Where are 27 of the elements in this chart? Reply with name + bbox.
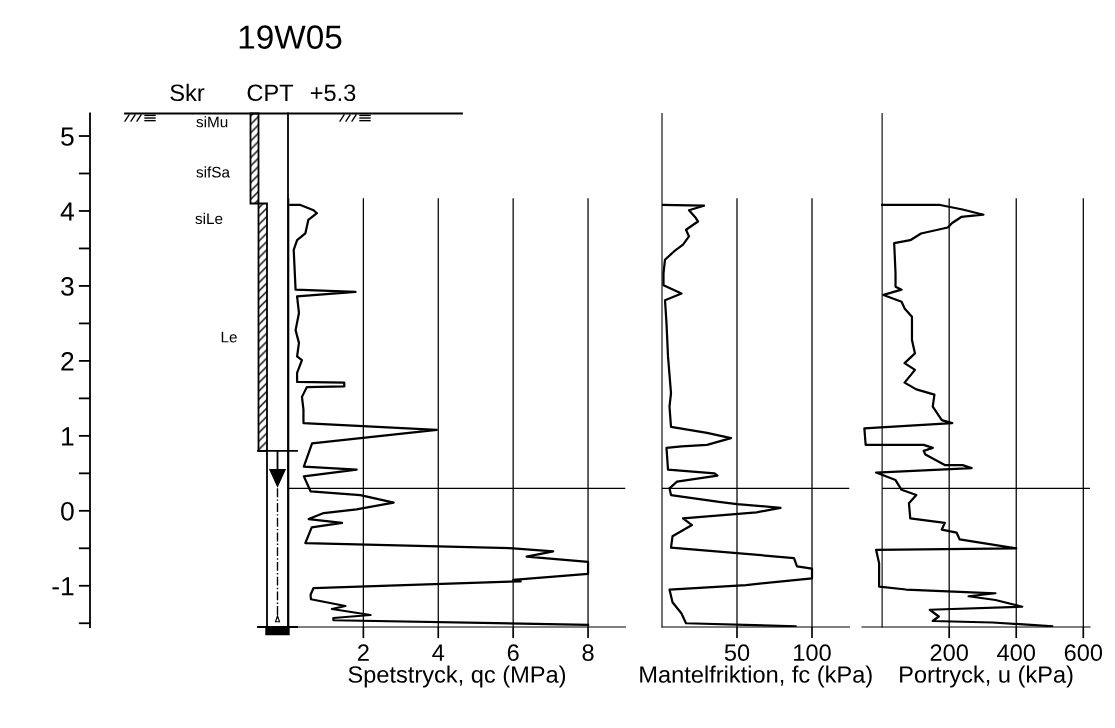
y-tick-label: 3 (61, 277, 74, 296)
x-tick-label: 8 (582, 644, 594, 662)
x-tick-label: 2 (357, 644, 369, 661)
y-tick-label: 0 (61, 501, 74, 521)
annotation: siMu (196, 116, 228, 128)
x-tick-label: 4 (432, 644, 445, 661)
y-tick-label: 2 (61, 352, 74, 371)
chart-title: 19W05 (239, 25, 342, 49)
x-tick-label: 200 (930, 644, 968, 662)
annotation: siLe (195, 212, 223, 225)
y-tick-label: 5 (61, 127, 74, 146)
annotation: Le (221, 331, 237, 343)
x-tick-label: 50 (724, 644, 750, 662)
y-tick-label: 4 (60, 202, 74, 221)
x-axis-title: Portryck, u (kPa) (900, 665, 1073, 688)
annotation: sifSa (196, 166, 230, 178)
text: Skr (170, 83, 205, 102)
y-tick-label: 1 (62, 427, 74, 446)
x-axis-title: Mantelfriktion, fc (kPa) (640, 665, 872, 688)
text: CPT (247, 84, 294, 102)
x-tick-label: 100 (794, 644, 831, 662)
x-axis-title: Spetstryck, qc (MPa) (348, 665, 566, 688)
y-tick-label: -1 (52, 577, 74, 596)
x-tick-label: 400 (997, 644, 1036, 662)
x-tick-label: 600 (1064, 644, 1103, 662)
x-tick-label: 6 (507, 644, 519, 662)
text: +5.3 (310, 84, 356, 102)
